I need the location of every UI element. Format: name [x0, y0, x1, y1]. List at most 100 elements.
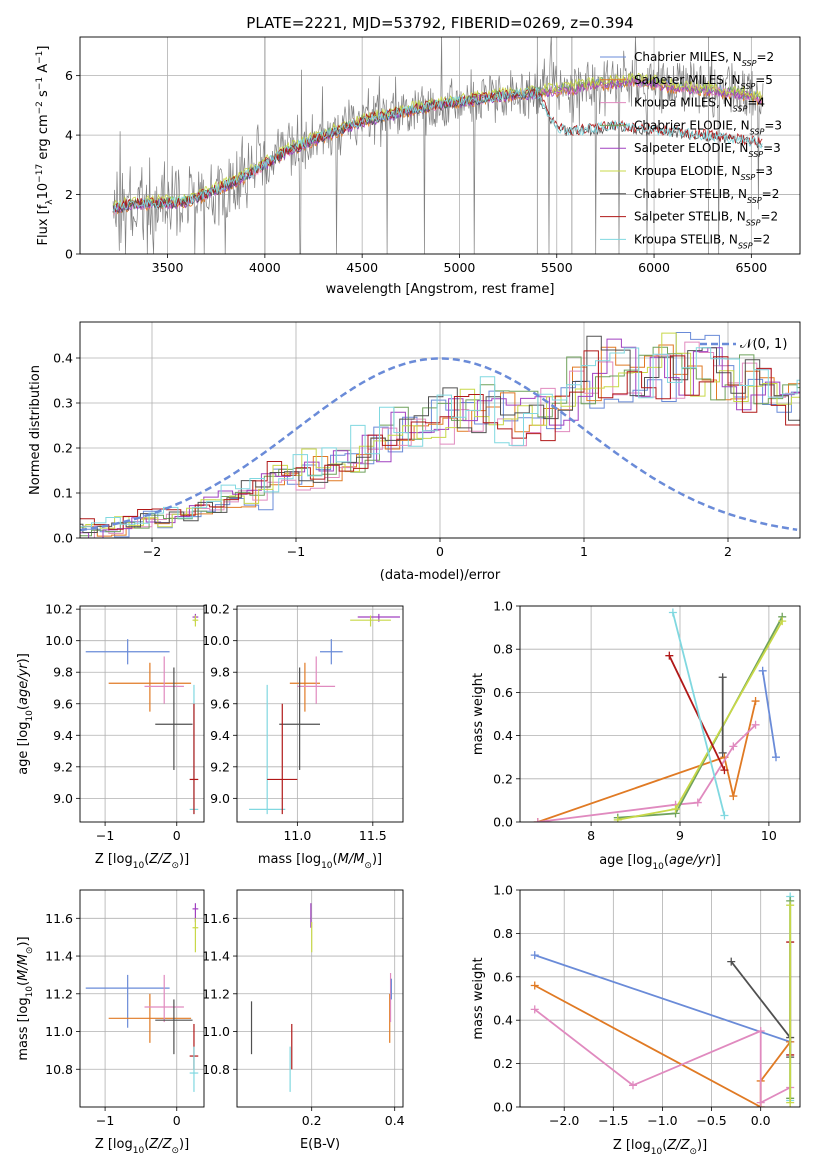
y-tick-label: 0.8	[493, 642, 513, 657]
errorbar-salpeter_stelib	[189, 703, 199, 815]
y-tick-label: 11.2	[45, 986, 73, 1001]
errorbar-chabrier_stelib	[279, 667, 320, 770]
series-line	[668, 655, 726, 771]
y-tick-label: 11.0	[45, 1024, 73, 1039]
label-part: −1	[35, 77, 45, 90]
panel-residuals: −2 −1 0 1 2 0.0 0.1 0.2 0.3 0.4 (data-model)/error…	[28, 321, 801, 583]
errorbar-kroupa_elodie	[192, 615, 199, 627]
axes-frame	[79, 605, 205, 823]
x-axis-label: (data-model)/error	[380, 568, 501, 583]
point-marker	[530, 981, 539, 990]
x-tick-label: 0	[173, 1113, 181, 1128]
label-part: age/yr	[669, 853, 712, 868]
point-marker	[786, 901, 795, 910]
x-tick-label: 3500	[152, 260, 184, 275]
label-part: )]	[697, 1138, 707, 1153]
legend-count: =2	[762, 187, 780, 201]
series-line	[537, 700, 757, 822]
series-kroupa_miles	[533, 720, 760, 822]
point-marker	[720, 811, 729, 820]
point-marker	[530, 951, 539, 960]
axes-frame	[519, 889, 801, 1108]
y-tick-label: 9.0	[53, 791, 73, 806]
x-tick-label: 5500	[541, 260, 573, 275]
y-tick-label: 0.0	[493, 1100, 513, 1115]
y-tick-label: 10.2	[45, 602, 73, 617]
point-marker	[530, 1005, 539, 1014]
legend-label: Chabrier STELIB, NSSP=2	[634, 187, 779, 205]
label-part: 10	[651, 1147, 663, 1157]
label-part: 10	[321, 861, 333, 871]
y-tick-label: 9.6	[53, 696, 73, 711]
y-tick-label: 10.2	[202, 602, 230, 617]
label-part: 10	[25, 986, 35, 998]
x-tick-label: 5000	[444, 260, 476, 275]
axes-frame	[236, 889, 404, 1108]
legend-text: Salpeter MILES, N	[634, 73, 741, 87]
point-marker	[751, 720, 760, 729]
legend-text: Salpeter ELODIE, N	[634, 141, 748, 155]
point-marker	[729, 742, 738, 751]
plot-area-mass_vs_ebv	[250, 903, 392, 1092]
label-part: 10	[36, 183, 51, 200]
label-part: Z [log	[95, 852, 133, 867]
point-marker	[751, 697, 760, 706]
legend-label: Kroupa STELIB, NSSP=2	[634, 232, 770, 250]
y-tick-label: 10.8	[202, 1062, 230, 1077]
x-tick-label: −1	[96, 1113, 114, 1128]
label-part: M/M	[16, 954, 31, 981]
y-tick-label: 0.0	[493, 815, 513, 830]
panel-age_vs_Z: −1 09.09.29.49.69.810.010.2Z [log10(Z/Z⊙)…	[16, 602, 205, 871]
y-tick-label: 9.4	[210, 728, 230, 743]
x-axis-label: Z [log10(Z/Z⊙)]	[613, 1138, 707, 1157]
y-tick-label: 9.4	[53, 728, 73, 743]
y-tick-label: 0.6	[493, 685, 513, 700]
label-part: (	[664, 853, 669, 868]
errorbar-chabrier_miles	[320, 639, 343, 665]
legend-text: Kroupa ELODIE, N	[634, 164, 741, 178]
errorbar-chabrier_stelib	[155, 667, 193, 770]
point-marker	[756, 1027, 765, 1036]
histogram-chabrier_stelib	[80, 335, 800, 533]
label-part: (	[144, 1137, 149, 1152]
y-tick-label: 9.2	[53, 759, 73, 774]
gaussian-curve	[80, 357, 798, 532]
x-axis-label: wavelength [Angstrom, rest frame]	[326, 282, 555, 297]
label-part: Z [log	[613, 1138, 651, 1153]
x-axis-label: age [log10(age/yr)]	[599, 853, 721, 872]
x-tick-label: 10	[761, 828, 777, 843]
label-part: ⊙	[171, 1146, 179, 1156]
label-part: (	[333, 852, 338, 867]
series-salpeter_miles	[533, 697, 760, 822]
x-tick-label: −2.0	[549, 1113, 579, 1128]
panel-mass_vs_ebv: 0.2 0.4 10.8 11.0 11.2 11.4 11.6	[202, 889, 405, 1128]
point-marker	[772, 753, 780, 762]
label-part: ⊙	[171, 861, 179, 871]
legend-count: =2	[756, 50, 774, 64]
point-marker	[613, 815, 622, 822]
y-tick-label: 0.4	[53, 351, 73, 366]
label-part: 10	[25, 710, 35, 722]
series-chabrier_miles	[758, 666, 780, 762]
label-part: )]	[16, 653, 31, 663]
errorbar-kroupa_stelib	[189, 1046, 199, 1092]
x-tick-label: −1.5	[598, 1113, 628, 1128]
y-tick-label: 10.0	[45, 633, 73, 648]
legend-label: Salpeter STELIB, NSSP=2	[634, 210, 778, 228]
label-part: Z/Z	[148, 852, 172, 867]
legend-subscript: SSP	[748, 150, 763, 159]
legend-count: =3	[763, 141, 781, 155]
errorbar-kroupa_elodie	[350, 615, 391, 627]
legend-count: =4	[747, 96, 765, 110]
y-axis-label: Normed distribution	[28, 365, 43, 495]
axes-frame	[519, 605, 801, 823]
label-part: (	[662, 1138, 667, 1153]
axes-frame	[79, 889, 205, 1108]
label-part: 10	[133, 1146, 145, 1156]
y-tick-label: 9.8	[210, 665, 230, 680]
legend-label: Salpeter ELODIE, NSSP=3	[634, 141, 781, 159]
panel-mass_vs_Z: −1 010.811.011.211.411.6Z [log10(Z/Z⊙)]ma…	[16, 889, 205, 1156]
histogram-salpeter_miles	[82, 344, 800, 537]
panel-spectrum: 3500 4000 4500 5000 5500 6000 6500 0 2 4 6 waveleng…	[35, 36, 801, 297]
y-tick-label: 6	[65, 68, 73, 83]
